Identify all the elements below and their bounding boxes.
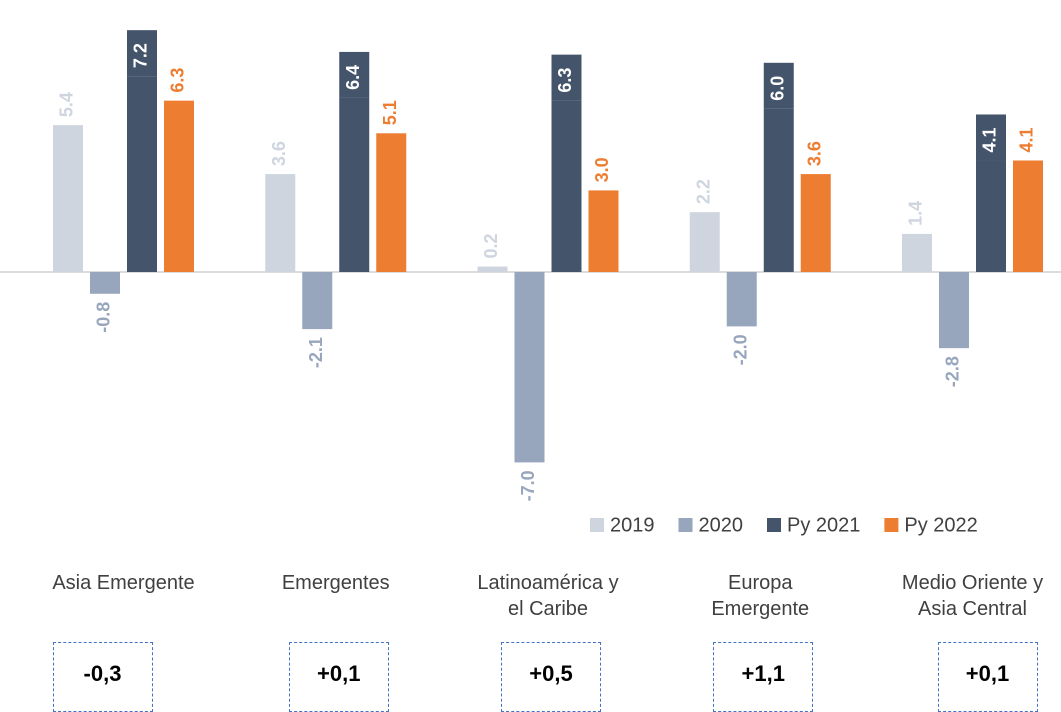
value-label: -2.0 (731, 334, 751, 365)
value-label: 6.4 (343, 65, 363, 90)
value-label: -2.8 (943, 356, 963, 387)
value-label: 4.1 (980, 127, 1000, 152)
legend-swatch (590, 518, 604, 532)
value-label: 3.6 (805, 141, 825, 166)
legend-swatch (884, 518, 898, 532)
value-label: 2.2 (694, 179, 714, 204)
bar (376, 133, 406, 272)
bar (1013, 160, 1043, 272)
bar (127, 76, 157, 272)
bar (90, 272, 120, 294)
category-label: Asia Emergente (19, 570, 229, 596)
value-label: 6.3 (555, 68, 575, 93)
bar (939, 272, 969, 348)
legend-label: 2019 (610, 514, 655, 536)
value-label: 5.4 (57, 92, 77, 117)
value-label: 4.1 (1017, 127, 1037, 152)
legend-label: Py 2022 (904, 514, 977, 536)
value-label: -0.8 (94, 302, 114, 333)
value-label: 0.2 (481, 234, 501, 259)
bar (339, 98, 369, 272)
bar (302, 272, 332, 329)
value-label: 6.0 (768, 76, 788, 101)
legend-label: Py 2021 (787, 514, 860, 536)
legend-swatch (679, 518, 693, 532)
value-label: 1.4 (906, 201, 926, 226)
bar (902, 234, 932, 272)
legend-swatch (767, 518, 781, 532)
bar (589, 190, 619, 272)
bar (164, 101, 194, 272)
bar (690, 212, 720, 272)
legend-label: 2020 (699, 514, 744, 536)
category-label: Europa Emergente (655, 570, 865, 622)
value-label: 3.6 (269, 141, 289, 166)
bar (552, 101, 582, 272)
category-label: Medio Oriente y Asia Central (868, 570, 1061, 622)
category-label: Latinoamérica y el Caribe (443, 570, 653, 622)
value-label: 7.2 (131, 43, 151, 68)
bar (515, 272, 545, 462)
bar (801, 174, 831, 272)
bar (53, 125, 83, 272)
bar (976, 160, 1006, 272)
category-label: Emergentes (231, 570, 441, 596)
value-label: 5.1 (380, 100, 400, 125)
bar (727, 272, 757, 326)
value-label: -2.1 (306, 337, 326, 368)
value-label: 6.3 (168, 68, 188, 93)
value-label: 3.0 (592, 157, 612, 182)
bar (478, 267, 508, 272)
bar (764, 109, 794, 272)
value-label: -7.0 (518, 470, 538, 501)
bar (265, 174, 295, 272)
